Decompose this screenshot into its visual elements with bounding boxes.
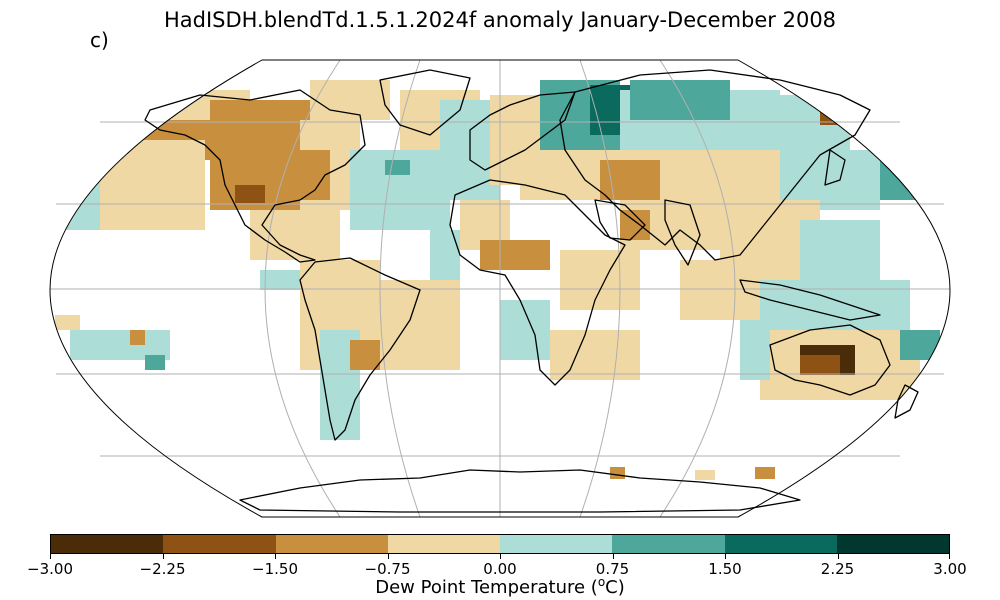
coastline-greenland — [379, 69, 471, 136]
grid-cell — [740, 320, 770, 380]
grid-cell — [250, 210, 340, 260]
coastline-south-america — [299, 257, 421, 441]
colorbar-tick — [275, 554, 276, 559]
grid-cell — [560, 250, 640, 310]
colorbar-tick — [837, 554, 839, 559]
grid-cell — [550, 330, 640, 380]
grid-cell — [600, 160, 660, 200]
colorbar-segment — [612, 535, 725, 553]
grid-cell — [610, 467, 625, 479]
anomaly-grid — [55, 80, 940, 480]
grid-cell — [350, 340, 380, 370]
grid-cell — [800, 220, 880, 280]
colorbar-label: Dew Point Temperature (oC) — [375, 575, 625, 598]
colorbar-segment — [163, 535, 276, 553]
colorbar-segment — [387, 535, 500, 553]
colorbar-tick — [500, 554, 501, 559]
grid-cell — [310, 80, 390, 120]
colorbar-segment — [724, 535, 837, 553]
gridline-lon-60w — [379, 59, 421, 518]
grid-cell — [235, 185, 265, 203]
colorbar-tick — [387, 554, 389, 559]
gridline-lon-120w — [264, 59, 341, 518]
grid-cell — [630, 80, 730, 120]
panel-label: c) — [90, 28, 109, 52]
colorbar-tick — [50, 554, 51, 559]
coastline-antarctica — [239, 469, 801, 513]
grid-cell — [60, 170, 100, 230]
coastlines — [144, 69, 919, 513]
colorbar-tick-label: 3.00 — [933, 560, 967, 578]
grid-cell — [55, 315, 80, 330]
grid-cell — [820, 110, 860, 125]
grid-cell — [480, 240, 550, 270]
colorbar-tick — [612, 554, 614, 559]
colorbar-tick-label: −1.50 — [252, 560, 298, 578]
grid-cell — [880, 150, 930, 200]
grid-cell — [755, 467, 775, 479]
colorbar-segment — [836, 535, 949, 553]
grid-cell — [695, 470, 715, 480]
colorbar-tick — [725, 554, 726, 559]
gridline-lon-60e — [579, 59, 621, 518]
colorbar-tick-label: 2.25 — [820, 560, 855, 578]
coastline-europe — [469, 91, 576, 171]
coastline-asia — [559, 69, 871, 261]
world-map[interactable] — [0, 0, 1000, 530]
colorbar-segment — [275, 535, 388, 553]
colorbar — [50, 534, 950, 554]
colorbar-segment — [51, 535, 164, 553]
colorbar-tick-label: 1.50 — [708, 560, 742, 578]
gridline-lon-120e — [659, 59, 736, 518]
grid-cell — [260, 270, 300, 290]
colorbar-tick — [162, 554, 164, 559]
colorbar-tick-label: −2.25 — [139, 560, 186, 578]
colorbar-ticks: −3.00 −2.25 −1.50 −0.75 0.00 0.75 1.50 2.25 3.00 — [27, 554, 967, 578]
coastline-australia — [769, 324, 891, 396]
coastline-arabia — [594, 199, 646, 241]
colorbar-tick-label: 0.75 — [595, 560, 630, 578]
colorbar-tick-label: −0.75 — [364, 560, 411, 578]
colorbar-tick — [949, 554, 950, 559]
coastline-africa — [449, 179, 626, 386]
coastline-india — [664, 199, 701, 266]
grid-cell — [370, 280, 460, 370]
grid-cell — [280, 150, 330, 200]
coastline-new-zealand — [894, 384, 919, 419]
map-title: HadISDH.blendTd.1.5.1.2024f anomaly Janu… — [163, 8, 837, 32]
grid-cell — [145, 355, 165, 370]
coastline-japan — [824, 149, 846, 186]
grid-cell — [500, 300, 550, 360]
map-border — [49, 59, 951, 518]
colorbar-segment — [500, 535, 613, 553]
colorbar-tick-label: −3.00 — [27, 560, 73, 578]
grid-cell — [900, 330, 940, 360]
coastline-north-america — [144, 89, 366, 263]
grid-cell — [800, 355, 840, 375]
coastline-indonesia — [739, 279, 881, 321]
grid-cell — [385, 160, 410, 175]
colorbar-tick-label: 0.00 — [483, 560, 517, 578]
grid-cell — [760, 280, 910, 330]
grid-cell — [130, 330, 145, 345]
grid-cell — [85, 140, 205, 230]
graticule — [50, 59, 950, 518]
